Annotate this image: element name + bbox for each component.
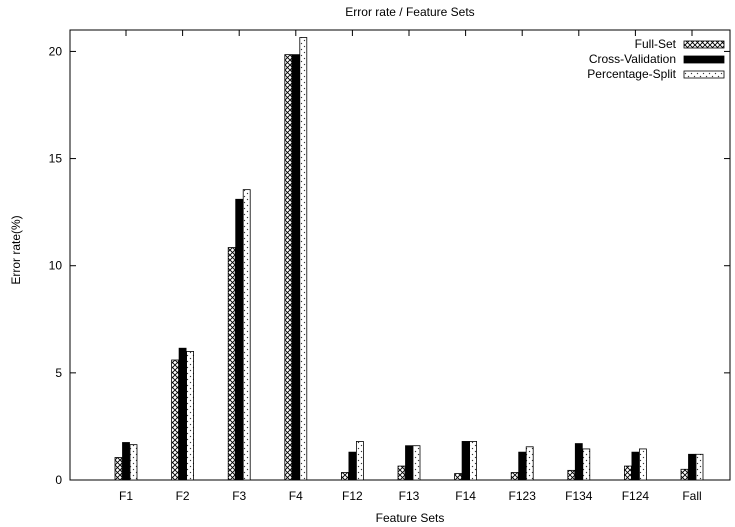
x-tick-label: F3: [232, 489, 246, 503]
x-tick-label: F2: [176, 489, 190, 503]
bar-full-set-f123: [510, 472, 519, 481]
legend-swatch-cross-validation: [683, 55, 725, 64]
x-tick-label: F134: [565, 489, 593, 503]
bar-cross-validation-fall: [688, 453, 696, 481]
bar-percentage-split-f134: [582, 448, 591, 481]
bar-full-set-f3: [227, 247, 236, 481]
x-tick-label: F13: [399, 489, 420, 503]
bar-percentage-split-f123: [525, 446, 534, 481]
x-tick-label: Fall: [682, 489, 701, 503]
bar-full-set-f134: [567, 469, 576, 481]
bar-percentage-split-f12: [355, 441, 364, 481]
bar-percentage-split-f14: [469, 441, 478, 481]
legend: Full-Set Cross-Validation Percentage-Spl…: [587, 37, 725, 81]
bar-percentage-split-fall: [695, 453, 704, 481]
bar-cross-validation-f1: [122, 442, 130, 481]
legend-label-full-set: Full-Set: [635, 37, 677, 51]
y-axis-ticks: 0 5 10 15 20: [49, 44, 730, 487]
legend-swatch-percentage-split: [683, 70, 725, 79]
chart-title: Error rate / Feature Sets: [345, 5, 474, 19]
bar-percentage-split-f124: [639, 448, 647, 481]
x-axis-ticks: F1 F2 F3 F4 F12 F13 F14 F123 F134 F124 Fall: [119, 30, 702, 503]
bar-cross-validation-f13: [405, 445, 413, 481]
bars: [114, 37, 704, 481]
x-tick-label: F1: [119, 489, 133, 503]
y-tick-label: 0: [55, 473, 62, 487]
x-tick-label: F124: [622, 489, 650, 503]
y-axis-label: Error rate(%): [9, 215, 23, 284]
bar-full-set-fall: [680, 468, 689, 481]
bar-full-set-f2: [171, 359, 180, 481]
bar-full-set-f14: [454, 473, 463, 481]
y-tick-label: 10: [49, 259, 63, 273]
plot-frame: [69, 29, 731, 481]
bar-percentage-split-f2: [186, 351, 195, 481]
y-tick-label: 20: [49, 44, 63, 58]
y-tick-label: 15: [49, 152, 63, 166]
legend-label-percentage-split: Percentage-Split: [587, 67, 676, 81]
x-tick-label: F12: [342, 489, 363, 503]
bar-cross-validation-f2: [178, 347, 187, 481]
legend-label-cross-validation: Cross-Validation: [589, 52, 676, 66]
bar-cross-validation-f14: [461, 441, 470, 481]
x-tick-label: F14: [455, 489, 476, 503]
bar-full-set-f4: [284, 54, 293, 481]
bar-percentage-split-f13: [412, 445, 421, 481]
bar-cross-validation-f4: [291, 54, 300, 481]
bar-full-set-f12: [340, 472, 349, 481]
legend-swatch-full-set: [683, 40, 725, 49]
bar-cross-validation-f134: [574, 443, 583, 481]
x-tick-label: F123: [509, 489, 537, 503]
bar-percentage-split-f1: [129, 444, 138, 481]
x-axis-label: Feature Sets: [376, 511, 445, 525]
bar-cross-validation-f124: [631, 451, 640, 481]
bar-full-set-f13: [397, 465, 406, 481]
bar-percentage-split-f4: [299, 37, 308, 481]
bar-cross-validation-f12: [348, 451, 357, 481]
x-tick-label: F4: [289, 489, 303, 503]
bar-full-set-f124: [624, 465, 632, 481]
bar-cross-validation-f123: [518, 451, 527, 481]
y-tick-label: 5: [55, 366, 62, 380]
bar-percentage-split-f3: [242, 189, 251, 481]
bar-cross-validation-f3: [235, 198, 244, 481]
bar-full-set-f1: [114, 457, 123, 481]
